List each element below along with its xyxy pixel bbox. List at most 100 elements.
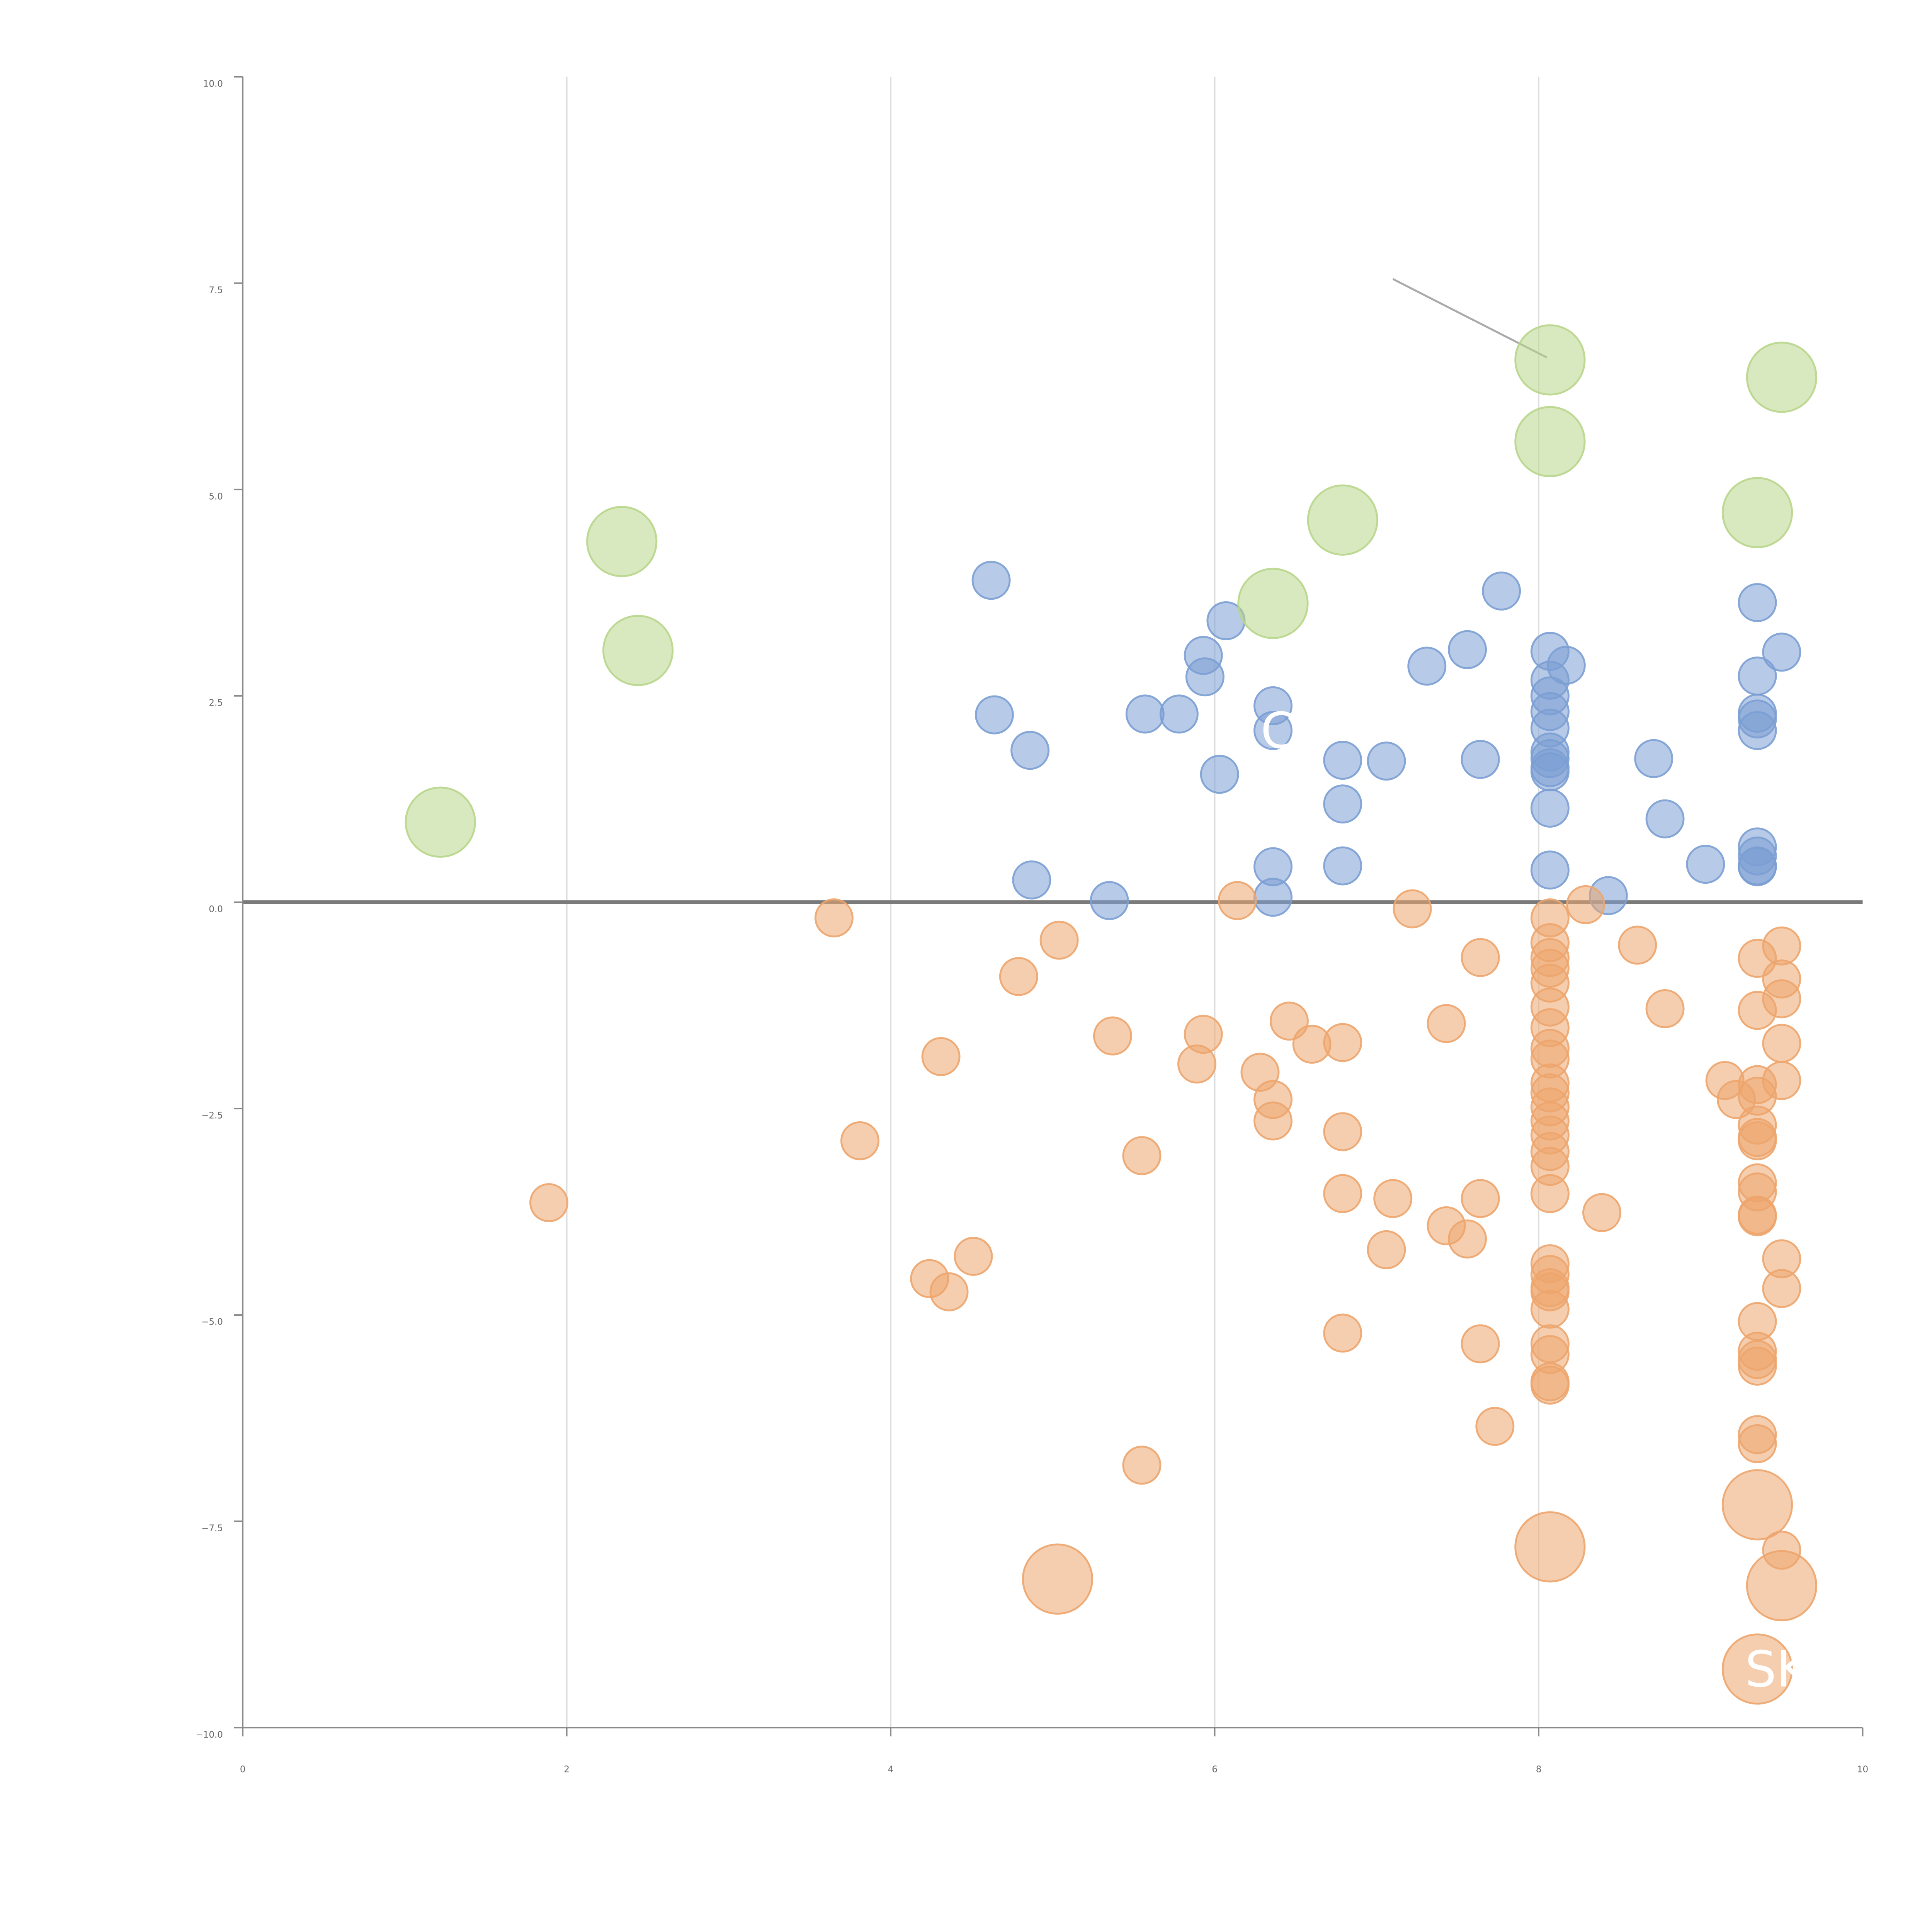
orange-point — [1738, 1197, 1777, 1236]
y-tick-label: 7.5 — [209, 285, 223, 295]
blue-point — [1185, 657, 1225, 697]
blue-point — [1738, 583, 1777, 622]
blue-point — [1253, 878, 1293, 917]
orange-point — [1461, 938, 1500, 977]
orange-point — [1618, 925, 1657, 965]
blue-point — [1645, 799, 1685, 838]
orange-point — [954, 1236, 993, 1276]
green-point — [586, 506, 658, 577]
orange-point — [1323, 1023, 1362, 1062]
orange-point — [1393, 889, 1432, 929]
green-point — [405, 786, 476, 858]
orange-point — [814, 898, 854, 938]
orange-point — [1738, 1424, 1777, 1463]
blue-point — [1634, 739, 1673, 778]
point-label: SK — [1745, 1641, 1810, 1698]
green-point — [1746, 342, 1818, 413]
orange-point — [1721, 1469, 1793, 1541]
orange-point — [840, 1121, 879, 1160]
blue-point — [1738, 711, 1777, 750]
x-tick-label: 0 — [240, 1765, 246, 1775]
orange-point — [1762, 1269, 1801, 1308]
orange-point — [1461, 1324, 1500, 1364]
orange-point — [1530, 1289, 1570, 1329]
y-tick-label: −10.0 — [196, 1730, 223, 1740]
blue-point — [1686, 845, 1725, 884]
orange-point — [1582, 1193, 1622, 1232]
blue-point — [1530, 850, 1570, 890]
orange-point — [1566, 885, 1605, 924]
orange-point — [1122, 1136, 1162, 1175]
blue-point — [1530, 788, 1570, 828]
green-point — [1237, 568, 1309, 639]
green-point — [1514, 406, 1586, 478]
orange-point — [1475, 1406, 1515, 1446]
x-tick-label: 10 — [1857, 1765, 1868, 1775]
orange-point — [1184, 1015, 1223, 1054]
y-tick-label: 10.0 — [203, 79, 223, 89]
orange-point — [1721, 1633, 1793, 1705]
orange-point — [1253, 1101, 1293, 1141]
orange-point — [1746, 1550, 1818, 1621]
x-tick-label: 8 — [1536, 1765, 1542, 1775]
green-point — [1721, 477, 1793, 548]
point-labels: CZ SK — [1260, 702, 1810, 1698]
point-label: CZ — [1260, 702, 1329, 760]
blue-point — [1546, 646, 1586, 685]
blue-point — [1090, 881, 1129, 920]
blue-point — [1010, 731, 1050, 770]
y-tick-label: 2.5 — [209, 698, 223, 708]
y-tick-label: 0.0 — [209, 905, 223, 915]
blue-point — [1530, 752, 1570, 791]
orange-point — [929, 1272, 969, 1311]
orange-point — [1762, 1061, 1801, 1100]
blue-point — [1159, 694, 1199, 734]
data-points — [405, 324, 1818, 1705]
orange-point — [1367, 1230, 1406, 1269]
orange-point — [1323, 1112, 1362, 1151]
orange-point — [1218, 881, 1257, 920]
blue-point — [1125, 694, 1165, 734]
orange-point — [1461, 1179, 1500, 1218]
green-point — [1514, 324, 1586, 396]
blue-point — [1448, 630, 1487, 669]
blue-point — [1323, 784, 1362, 824]
y-tick-label: 5.0 — [209, 492, 223, 502]
orange-point — [1530, 1174, 1570, 1213]
orange-point — [1427, 1004, 1466, 1043]
orange-point — [1645, 989, 1685, 1028]
blue-point — [971, 561, 1011, 600]
blue-point — [1323, 846, 1362, 886]
y-tick-label: −5.0 — [201, 1317, 223, 1327]
orange-point — [1039, 920, 1079, 960]
orange-point — [1762, 979, 1801, 1019]
orange-point — [1762, 1024, 1801, 1063]
orange-point — [1093, 1016, 1132, 1056]
x-tick-label: 4 — [888, 1765, 894, 1775]
blue-point — [1367, 742, 1406, 781]
orange-point — [1448, 1219, 1487, 1259]
blue-point — [1323, 741, 1362, 780]
axes: 0 2 4 6 8 10 10.0 7.5 5.0 2.5 0.0 −2.5 −5.0 −7.5 −10.0 — [196, 76, 1868, 1775]
orange-point — [1514, 1511, 1586, 1583]
blue-point — [1200, 755, 1239, 794]
blue-point — [1738, 847, 1777, 886]
orange-point — [1323, 1174, 1362, 1213]
orange-point — [999, 957, 1038, 996]
orange-point — [1373, 1179, 1413, 1218]
x-tick-label: 2 — [564, 1765, 570, 1775]
blue-point — [1012, 860, 1051, 900]
orange-point — [1738, 1121, 1777, 1160]
y-tick-label: −2.5 — [201, 1111, 223, 1121]
blue-point — [1407, 646, 1447, 686]
green-point — [602, 615, 674, 686]
orange-point — [1122, 1446, 1162, 1485]
blue-point — [1461, 740, 1500, 779]
orange-point — [1323, 1313, 1362, 1353]
blue-point — [975, 695, 1014, 735]
green-point — [1307, 484, 1378, 556]
orange-point — [1022, 1543, 1094, 1615]
orange-point — [1738, 1347, 1777, 1386]
y-tick-label: −7.5 — [201, 1524, 223, 1534]
